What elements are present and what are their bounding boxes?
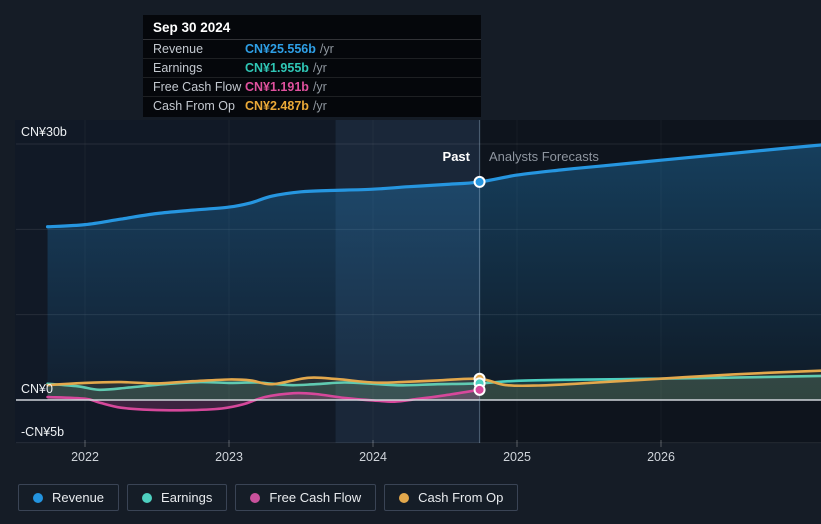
y-axis-label-0: CN¥0 (21, 382, 53, 396)
tooltip-row-revenue: Revenue CN¥25.556b /yr (143, 40, 481, 59)
series-area-free-cash-flow (47, 389, 480, 411)
series-line-earnings (46, 374, 821, 392)
legend-label: Free Cash Flow (269, 490, 362, 505)
revenue-color-dot-icon (33, 492, 43, 503)
tooltip-label: Free Cash Flow (153, 80, 242, 94)
legend-label: Cash From Op (418, 490, 504, 505)
x-tick-label: 2026 (647, 450, 675, 464)
legend-item-cash-from-op[interactable]: Cash From Op (384, 484, 519, 511)
free-cash-flow-color-dot-icon (250, 492, 261, 503)
series-line-free-cash-flow (46, 388, 481, 412)
tooltip-unit: /yr (312, 99, 327, 113)
chart-legend: Revenue Earnings Free Cash Flow Cash Fro… (18, 484, 519, 511)
tooltip-value: CN¥25.556b (245, 42, 316, 56)
marker-free-cash-flow (473, 383, 486, 396)
past-region-label: Past (442, 149, 470, 164)
x-tick-label: 2022 (71, 450, 99, 464)
tooltip-date: Sep 30 2024 (143, 15, 481, 40)
marker-revenue (473, 175, 486, 188)
tooltip-value: CN¥2.487b (245, 99, 309, 113)
tooltip-value: CN¥1.191b (245, 80, 309, 94)
tooltip-row-earnings: Earnings CN¥1.955b /yr (143, 59, 481, 78)
legend-item-earnings[interactable]: Earnings (127, 484, 228, 511)
tooltip-unit: /yr (312, 80, 327, 94)
x-tick-label: 2024 (359, 450, 387, 464)
tooltip-unit: /yr (319, 42, 334, 56)
series-line-revenue (45, 143, 821, 229)
tooltip-row-cash-from-op: Cash From Op CN¥2.487b /yr (143, 97, 481, 117)
tooltip-label: Cash From Op (153, 99, 235, 113)
series-line-cash-from-op (46, 369, 821, 388)
y-axis-label-30b: CN¥30b (21, 125, 67, 139)
tooltip-label: Revenue (153, 42, 204, 56)
legend-item-free-cash-flow[interactable]: Free Cash Flow (235, 484, 377, 511)
series-area-revenue (47, 145, 821, 400)
tooltip-row-free-cash-flow: Free Cash Flow CN¥1.191b /yr (143, 78, 481, 97)
tooltip-unit: /yr (312, 61, 327, 75)
x-tick-label: 2025 (503, 450, 531, 464)
tooltip-value: CN¥1.955b (245, 61, 309, 75)
cash-from-op-color-dot-icon (399, 492, 410, 503)
series-area-cash-from-op (47, 370, 821, 400)
legend-item-revenue[interactable]: Revenue (18, 484, 120, 511)
tooltip-label: Earnings (153, 61, 203, 75)
x-tick-label: 2023 (215, 450, 243, 464)
earnings-color-dot-icon (142, 492, 153, 503)
hover-tooltip: Sep 30 2024 Revenue CN¥25.556b /yr Earni… (143, 15, 481, 117)
y-axis-label-neg5b: -CN¥5b (21, 425, 65, 439)
legend-label: Earnings (161, 490, 213, 505)
legend-label: Revenue (52, 490, 105, 505)
forecast-region-label: Analysts Forecasts (489, 149, 599, 164)
